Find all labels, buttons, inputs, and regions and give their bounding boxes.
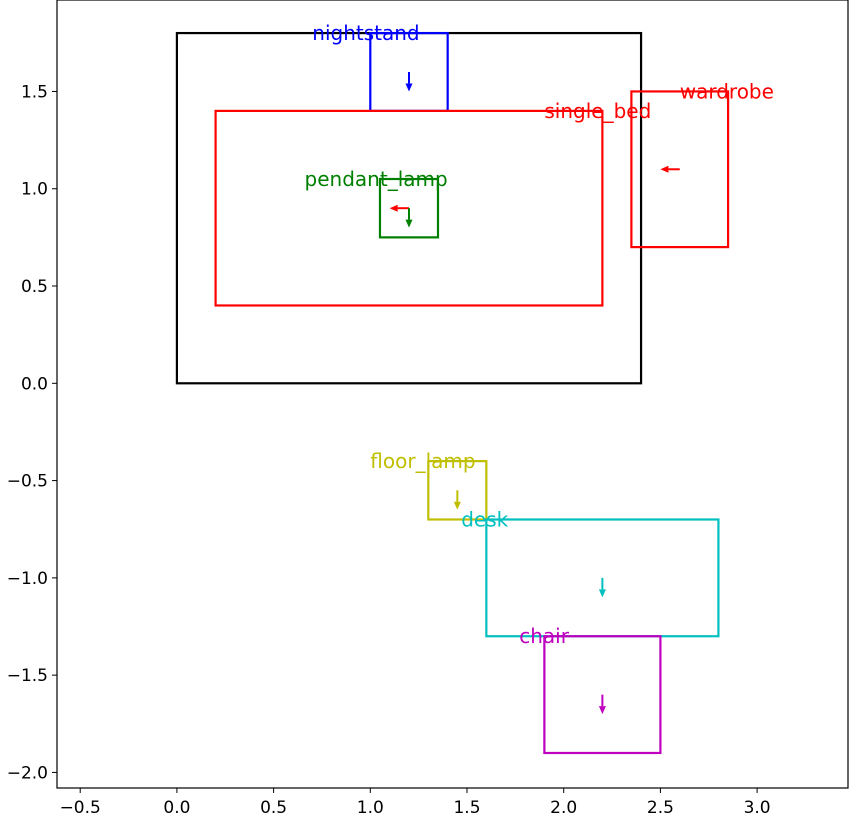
y-tick-label: −0.5 [7, 472, 48, 492]
orientation-arrow-head [405, 83, 413, 92]
x-tick-label: 1.5 [453, 798, 480, 818]
nightstand-label: nightstand [312, 21, 419, 45]
single-bed-box [214, 109, 604, 307]
y-tick-label: −2.0 [7, 763, 48, 783]
x-tick-label: 0.5 [260, 798, 287, 818]
desk-label: desk [461, 507, 508, 531]
x-tick-label: 3.0 [744, 798, 771, 818]
floor-lamp-box [427, 460, 488, 521]
chair-label: chair [519, 624, 569, 648]
x-axis-ticks: −0.5 0.0 0.5 1.0 1.5 2.0 2.5 3.0 [60, 788, 771, 818]
y-tick-label: 0.5 [21, 277, 48, 297]
y-tick-label: 1.5 [21, 82, 48, 102]
furniture-boxes [175, 31, 730, 755]
orientation-arrow-head [453, 501, 461, 510]
orientation-arrow-head [598, 706, 606, 715]
single-bed-label: single_bed [544, 99, 651, 123]
orientation-arrows [389, 71, 680, 715]
y-tick-label: −1.5 [7, 666, 48, 686]
furniture-labels: nightstand single_bed wardrobe pendant_lamp… [305, 21, 774, 648]
orientation-arrow-head [389, 204, 398, 212]
orientation-arrow-head [598, 589, 606, 598]
wardrobe-label: wardrobe [680, 79, 774, 103]
y-tick-label: −1.0 [7, 569, 48, 589]
floor-lamp-label: floor_lamp [370, 449, 475, 473]
orientation-arrow-head [660, 165, 669, 173]
y-tick-label: 1.0 [21, 180, 48, 200]
orientation-arrow-head [405, 219, 413, 228]
x-tick-label: 2.5 [647, 798, 674, 818]
x-tick-label: 1.0 [357, 798, 384, 818]
y-axis-ticks: −2.0 −1.5 −1.0 −0.5 0.0 0.5 1.0 1.5 [7, 82, 57, 783]
y-tick-label: 0.0 [21, 374, 48, 394]
chair-box [543, 635, 662, 755]
x-tick-label: −0.5 [60, 798, 101, 818]
pendant-lamp-box [378, 177, 440, 239]
pendant-lamp-label: pendant_lamp [305, 167, 448, 191]
x-tick-label: 0.0 [163, 798, 190, 818]
wardrobe-box [630, 90, 730, 249]
axes-frame [56, 0, 849, 789]
x-tick-label: 2.0 [550, 798, 577, 818]
